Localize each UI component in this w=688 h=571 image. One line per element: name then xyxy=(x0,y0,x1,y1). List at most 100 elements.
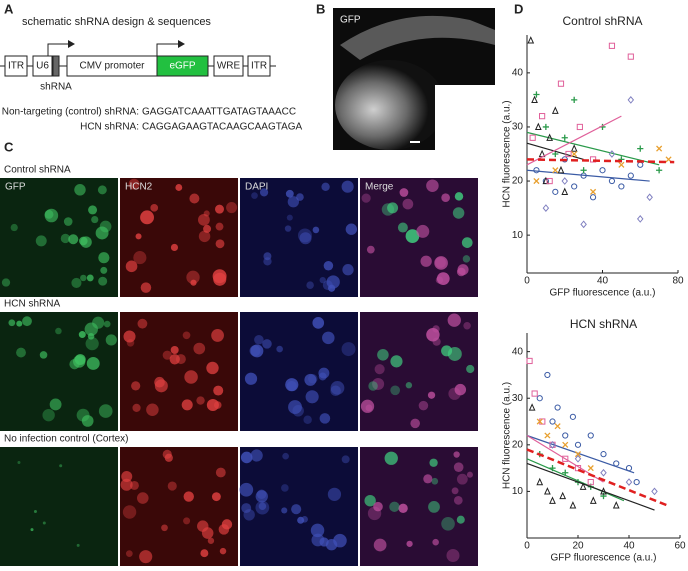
point xyxy=(557,165,565,174)
cell xyxy=(255,490,268,503)
cell xyxy=(146,403,159,417)
cell xyxy=(190,279,197,286)
point xyxy=(656,167,663,174)
cell xyxy=(333,533,347,548)
point xyxy=(552,188,559,195)
cell xyxy=(342,264,354,276)
cell xyxy=(99,220,112,233)
cell xyxy=(164,453,173,462)
micrograph xyxy=(360,312,478,431)
cell xyxy=(98,252,110,264)
point xyxy=(574,451,582,458)
cell xyxy=(198,230,211,243)
scatter-chart: HCN shRNA GFP fluorescence (a.u.) HCN fluo… xyxy=(502,317,686,563)
point xyxy=(587,432,594,439)
cell xyxy=(169,354,180,365)
micrograph xyxy=(120,312,238,431)
point xyxy=(561,177,569,185)
cell xyxy=(319,413,331,424)
x-tick-label: 60 xyxy=(674,541,686,552)
image-mask xyxy=(435,85,495,150)
cell xyxy=(327,284,336,292)
cell xyxy=(76,543,80,547)
point xyxy=(551,106,559,114)
cell xyxy=(207,537,215,544)
cell xyxy=(44,209,54,219)
point xyxy=(608,42,616,49)
cell xyxy=(318,367,330,379)
row-title: No infection control (Cortex) xyxy=(4,434,129,445)
micrograph xyxy=(240,312,358,431)
point xyxy=(562,455,569,462)
cell xyxy=(154,379,168,393)
cell xyxy=(95,226,109,240)
cell xyxy=(71,277,82,288)
point xyxy=(542,123,549,131)
cell xyxy=(389,501,400,512)
point xyxy=(527,36,535,44)
point xyxy=(646,193,653,202)
cell xyxy=(129,480,139,490)
cell xyxy=(384,451,398,465)
image-grid: Control shRNA GFP HCN2 DAPI Merge HCN shRNA No… xyxy=(0,165,478,566)
x-tick-label: 80 xyxy=(672,276,684,287)
cell xyxy=(428,500,440,513)
y-tick-label: 20 xyxy=(512,176,524,187)
point xyxy=(561,187,569,195)
cell xyxy=(69,358,80,370)
cell xyxy=(435,276,444,284)
element-label: U6 xyxy=(36,61,49,72)
cell xyxy=(364,495,376,507)
cell xyxy=(434,256,448,270)
cell xyxy=(319,276,326,284)
cell xyxy=(282,452,289,460)
cell xyxy=(436,272,450,286)
cell xyxy=(81,415,94,427)
point xyxy=(531,95,538,104)
fit-line xyxy=(526,131,660,166)
cell xyxy=(361,193,371,203)
cell xyxy=(162,350,172,360)
point xyxy=(546,177,553,185)
cell xyxy=(254,334,264,345)
element-box xyxy=(156,55,209,77)
point xyxy=(549,496,556,504)
point xyxy=(546,133,554,141)
point xyxy=(533,167,540,174)
point xyxy=(589,156,597,163)
cell xyxy=(427,391,436,399)
y-tick-label: 20 xyxy=(512,439,524,450)
cell xyxy=(249,345,261,357)
point xyxy=(554,423,561,430)
cell xyxy=(341,342,356,357)
cell xyxy=(126,339,135,347)
cell xyxy=(91,215,99,224)
y-axis-label: HCN fluorescence (a.u.) xyxy=(502,382,513,489)
cell xyxy=(360,399,375,413)
cell xyxy=(304,373,317,386)
cell xyxy=(170,243,179,251)
point xyxy=(557,80,565,87)
cell xyxy=(86,274,94,282)
cell xyxy=(100,266,108,274)
point xyxy=(637,161,644,168)
cell xyxy=(60,233,71,244)
cell xyxy=(447,313,461,327)
cell xyxy=(453,451,460,458)
cell xyxy=(420,255,432,267)
cell xyxy=(402,198,414,210)
cell xyxy=(33,510,37,514)
cell xyxy=(16,320,23,327)
x-tick-label: 40 xyxy=(623,541,635,552)
cell xyxy=(299,232,312,245)
element-box xyxy=(4,55,28,77)
point xyxy=(633,478,640,486)
injection-site xyxy=(335,60,445,150)
cell xyxy=(98,276,108,286)
point xyxy=(576,123,583,131)
cell xyxy=(88,205,98,215)
scatter-chart: Control shRNA GFP fluorescence (a.u.) HCN … xyxy=(502,14,684,298)
cell xyxy=(125,550,133,557)
cell xyxy=(213,385,224,396)
cell xyxy=(296,193,304,201)
